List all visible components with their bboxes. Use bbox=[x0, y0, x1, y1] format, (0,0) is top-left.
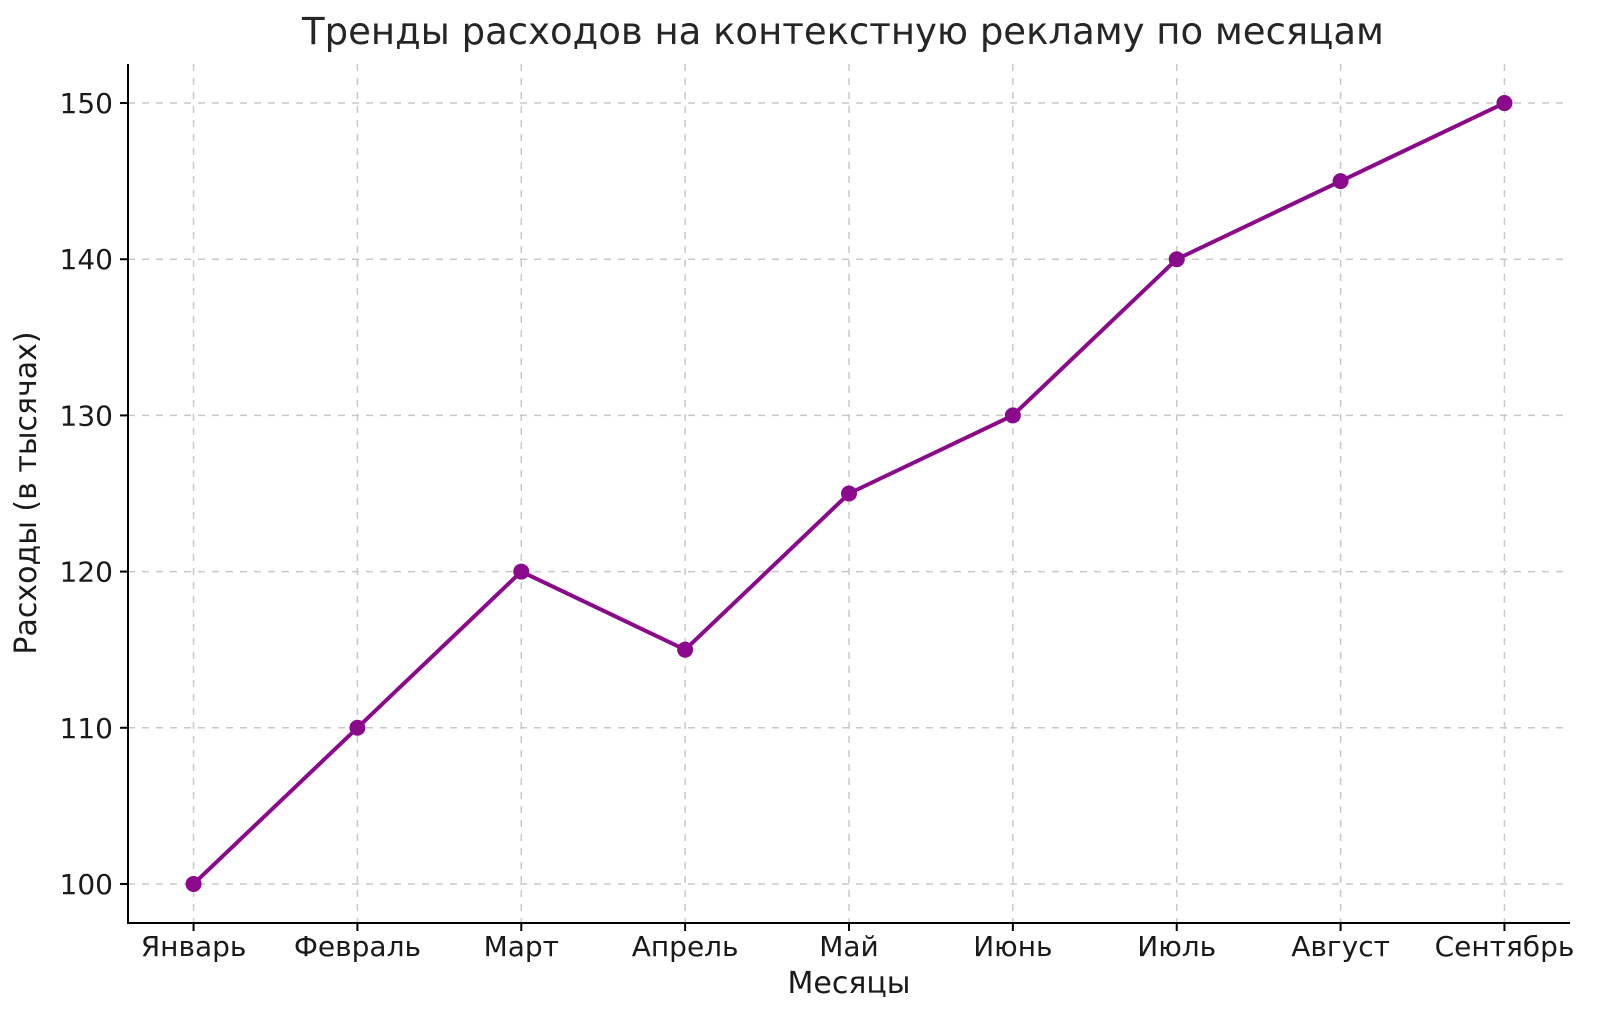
data-point-marker bbox=[185, 875, 202, 892]
data-point-marker bbox=[1168, 251, 1185, 268]
data-point-marker bbox=[513, 563, 530, 580]
x-tick-label: Март bbox=[484, 930, 559, 963]
y-tick-label: 130 bbox=[60, 399, 113, 432]
y-tick-label: 110 bbox=[60, 712, 113, 745]
chart-title: Тренды расходов на контекстную рекламу п… bbox=[302, 10, 1384, 53]
data-point-marker bbox=[349, 719, 366, 736]
x-axis-label: Месяцы bbox=[787, 966, 911, 1001]
y-tick-label: 120 bbox=[60, 556, 113, 589]
y-axis-label: Расходы (в тысячах) bbox=[9, 331, 44, 654]
data-point-marker bbox=[1496, 95, 1513, 112]
x-tick-label: Июль bbox=[1137, 930, 1216, 963]
y-tick-label: 100 bbox=[60, 868, 113, 901]
x-tick-label: Апрель bbox=[632, 930, 739, 963]
y-tick-label: 150 bbox=[60, 87, 113, 120]
data-point-marker bbox=[1004, 407, 1021, 424]
x-tick-label: Февраль bbox=[294, 930, 421, 963]
data-point-marker bbox=[677, 641, 694, 658]
x-tick-label: Август bbox=[1291, 930, 1390, 963]
x-tick-label: Май bbox=[819, 930, 879, 963]
y-tick-label: 140 bbox=[60, 243, 113, 276]
data-point-marker bbox=[1332, 173, 1349, 190]
x-tick-label: Сентябрь bbox=[1435, 930, 1575, 963]
x-tick-label: Январь bbox=[141, 930, 247, 963]
x-tick-label: Июнь bbox=[973, 930, 1052, 963]
data-point-marker bbox=[841, 485, 857, 502]
